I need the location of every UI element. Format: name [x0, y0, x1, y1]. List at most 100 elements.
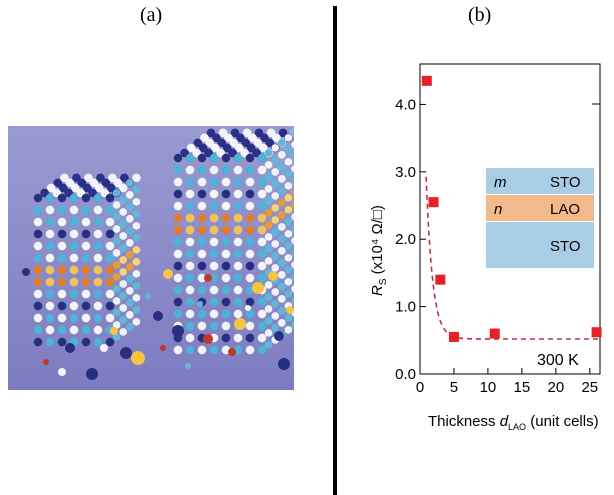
- atom: [245, 165, 255, 175]
- atom: [112, 225, 121, 233]
- loose-atom: [278, 358, 290, 370]
- atom: [173, 189, 183, 199]
- atom: [222, 143, 232, 153]
- atom: [257, 213, 267, 223]
- atom: [69, 313, 79, 323]
- atom: [69, 289, 79, 299]
- atom: [271, 252, 280, 260]
- atom: [245, 297, 255, 307]
- inset-var-m: m: [494, 174, 507, 191]
- atom: [271, 144, 280, 152]
- atom: [221, 189, 231, 199]
- atom: [221, 285, 231, 295]
- x-tick-label: 0: [416, 379, 424, 396]
- y-label-unit: (x10⁴ Ω/□): [369, 205, 386, 278]
- atom: [125, 263, 134, 271]
- atom: [193, 138, 203, 148]
- atom: [260, 133, 269, 143]
- atom: [233, 309, 243, 319]
- atom: [112, 213, 121, 221]
- atom: [291, 285, 294, 293]
- atom: [197, 273, 207, 283]
- atom: [57, 229, 67, 239]
- atom: [132, 234, 141, 242]
- atom: [185, 213, 195, 223]
- atom: [284, 230, 293, 238]
- atom: [233, 273, 243, 283]
- atom: [180, 148, 189, 158]
- atom: [119, 304, 128, 312]
- atom: [216, 148, 225, 158]
- atom: [94, 183, 104, 193]
- atom: [45, 193, 55, 203]
- atom: [197, 201, 207, 211]
- atom: [221, 165, 231, 175]
- atom: [69, 241, 79, 251]
- atom: [197, 321, 207, 331]
- data-point: [428, 197, 439, 208]
- atom: [233, 225, 243, 235]
- y-tick-label: 1.0: [395, 299, 416, 316]
- atom: [284, 206, 293, 214]
- atom: [112, 273, 121, 281]
- atom: [284, 170, 293, 178]
- data-point: [489, 328, 500, 339]
- atom: [264, 245, 273, 253]
- atom: [245, 321, 255, 331]
- inset-material-lao: LAO: [550, 201, 580, 218]
- atom: [245, 261, 255, 271]
- loose-atom: [145, 293, 151, 299]
- atom: [119, 184, 128, 192]
- atom: [125, 179, 134, 187]
- atom: [69, 265, 79, 275]
- atom: [245, 273, 255, 283]
- atom: [81, 193, 91, 203]
- atom: [277, 139, 286, 147]
- data-point: [448, 331, 459, 342]
- atom: [93, 265, 103, 275]
- atom: [221, 273, 231, 283]
- atom: [185, 285, 195, 295]
- atom: [271, 240, 280, 248]
- atom: [69, 217, 79, 227]
- atom: [132, 174, 141, 182]
- atom: [271, 180, 280, 188]
- atom: [277, 319, 286, 327]
- inset-sto-top: [486, 168, 594, 194]
- atom: [69, 193, 79, 203]
- atom: [96, 173, 105, 183]
- atom: [284, 146, 293, 154]
- atom: [209, 177, 219, 187]
- atom: [291, 201, 294, 209]
- atom: [277, 247, 286, 255]
- atom: [57, 205, 67, 215]
- atom: [257, 309, 267, 319]
- atom: [257, 345, 267, 355]
- atom: [45, 205, 55, 215]
- atom: [185, 225, 195, 235]
- x-tick-label: 25: [581, 379, 598, 396]
- atom: [112, 297, 121, 305]
- atom: [277, 199, 286, 207]
- x-axis-label: Thickness dLAO (unit cells): [428, 413, 599, 432]
- atom: [57, 241, 67, 251]
- atom: [233, 201, 243, 211]
- atom: [45, 217, 55, 227]
- atom: [291, 249, 294, 257]
- atom: [197, 213, 207, 223]
- atom: [233, 153, 243, 163]
- atom: [291, 177, 294, 185]
- atom: [271, 156, 280, 164]
- atom: [197, 153, 207, 163]
- atom: [119, 256, 128, 264]
- atom: [253, 138, 263, 148]
- atom: [209, 189, 219, 199]
- atom: [93, 277, 103, 287]
- atom: [173, 213, 183, 223]
- atom: [221, 201, 231, 211]
- atom: [88, 188, 97, 198]
- inset-var-n: n: [494, 201, 502, 218]
- atom: [284, 242, 293, 250]
- atom: [81, 337, 91, 347]
- atom: [277, 235, 286, 243]
